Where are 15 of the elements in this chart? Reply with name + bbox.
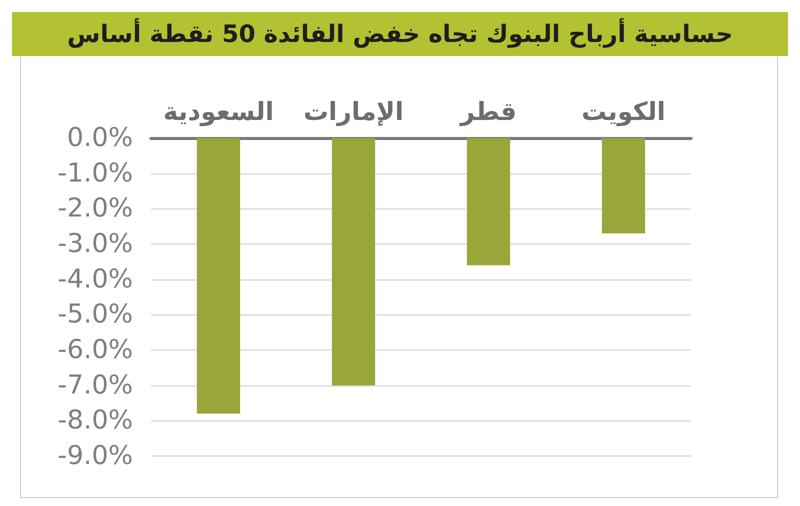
y-tick-label: -3.0%: [58, 229, 133, 259]
x-tick-label: الإمارات: [303, 97, 404, 127]
y-tick-label: -1.0%: [58, 158, 133, 188]
y-tick-label: -8.0%: [58, 406, 133, 436]
chart-title: حساسية أرباح البنوك تجاه خفض الفائدة 50 نقطة أساس: [12, 12, 788, 56]
y-tick-label: -2.0%: [58, 194, 133, 224]
x-tick-label: الكويت: [581, 97, 666, 127]
y-tick-label: -7.0%: [58, 370, 133, 400]
y-tick-label: -9.0%: [58, 441, 133, 471]
x-tick-label: السعودية: [163, 97, 274, 127]
y-tick-label: -5.0%: [58, 300, 133, 330]
x-tick-label: قطر: [458, 97, 517, 127]
y-tick-label: 0.0%: [66, 123, 133, 153]
y-tick-label: -6.0%: [58, 335, 133, 365]
y-tick-label: -4.0%: [58, 264, 133, 294]
